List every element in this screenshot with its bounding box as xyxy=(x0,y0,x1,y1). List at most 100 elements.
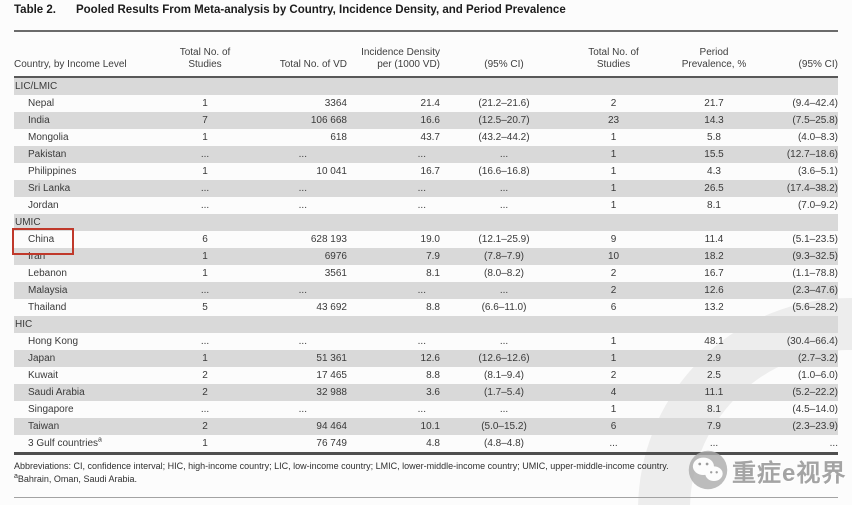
section-row: LIC/LMIC xyxy=(14,78,838,95)
cell-prevalence-ci: (12.7–18.6) xyxy=(786,149,838,160)
cell-incidence-density: 12.6 xyxy=(420,353,440,364)
section-label: UMIC xyxy=(15,217,41,228)
cell-studies-incidence: ... xyxy=(200,336,210,347)
table-row: Sri Lanka............ 1 26.5 (17.4–38.2) xyxy=(14,180,838,197)
cell-prevalence-ci: (9.3–32.5) xyxy=(792,251,838,262)
country-label: Mongolia xyxy=(28,132,69,143)
cell-period-prevalence: 5.8 xyxy=(707,132,721,143)
footnotes: Abbreviations: CI, confidence interval; … xyxy=(14,460,838,486)
cell-total-vd: 17 465 xyxy=(316,370,347,381)
cell-prevalence-ci: (17.4–38.2) xyxy=(786,183,838,194)
cell-total-vd: ... xyxy=(298,200,307,211)
cell-incidence-density: 19.0 xyxy=(420,234,440,245)
table-row: India 7 106 668 16.6 (12.5–20.7) 23 14.3 (7.5–2… xyxy=(14,112,838,129)
cell-prevalence-ci: (1.0–6.0) xyxy=(797,370,838,381)
cell-incidence-ci: (8.0–8.2) xyxy=(483,268,525,279)
cell-total-vd: 618 xyxy=(330,132,347,143)
cell-studies-prevalence: 2 xyxy=(610,370,617,381)
country-label: Taiwan xyxy=(28,421,60,432)
cell-period-prevalence: 16.7 xyxy=(704,268,724,279)
cell-incidence-density: ... xyxy=(417,336,426,347)
cell-prevalence-ci: (2.7–3.2) xyxy=(797,353,838,364)
country-label: Sri Lanka xyxy=(28,183,71,194)
cell-period-prevalence: 13.2 xyxy=(704,302,724,313)
col-header-period-prevalence: Period Prevalence, % xyxy=(681,47,747,70)
cell-period-prevalence: 48.1 xyxy=(704,336,724,347)
country-label: Pakistan xyxy=(28,149,67,160)
cell-incidence-ci: ... xyxy=(499,200,509,211)
country-label: India xyxy=(28,115,50,126)
country-label: Philippines xyxy=(28,166,77,177)
cell-period-prevalence: 4.3 xyxy=(707,166,721,177)
cell-total-vd: 10 041 xyxy=(316,166,347,177)
country-label: Saudi Arabia xyxy=(28,387,85,398)
cell-period-prevalence: 2.5 xyxy=(707,370,721,381)
cell-studies-prevalence: 23 xyxy=(607,115,620,126)
table-row: Japan 1 51 361 12.6 (12.6–12.6) 1 2.9 (2.7–3.2) xyxy=(14,350,838,367)
cell-incidence-ci: ... xyxy=(499,183,509,194)
cell-prevalence-ci: (7.5–25.8) xyxy=(792,115,838,126)
cell-prevalence-ci: (5.6–28.2) xyxy=(792,302,838,313)
cell-studies-incidence: 1 xyxy=(202,98,208,109)
cell-incidence-ci: (43.2–44.2) xyxy=(478,132,530,143)
table-row: China 6 628 193 19.0 (12.1–25.9) 9 11.4 (5.1–23… xyxy=(14,231,838,248)
cell-studies-prevalence: 1 xyxy=(610,132,617,143)
cell-total-vd: 3364 xyxy=(324,98,347,109)
highlight-box-china xyxy=(12,228,74,255)
cell-studies-prevalence: 2 xyxy=(610,285,617,296)
cell-studies-prevalence: ... xyxy=(609,438,618,449)
cell-studies-incidence: 6 xyxy=(202,234,208,245)
cell-incidence-density: 16.7 xyxy=(420,166,440,177)
cell-incidence-ci: ... xyxy=(499,404,509,415)
cell-prevalence-ci: (2.3–23.9) xyxy=(792,421,838,432)
cell-period-prevalence: 15.5 xyxy=(704,149,724,160)
abbreviations-note: Abbreviations: CI, confidence interval; … xyxy=(14,461,669,471)
watermark: 重症e视界 xyxy=(686,448,846,492)
gulf-countries-note: aBahrain, Oman, Saudi Arabia. xyxy=(14,473,137,484)
cell-period-prevalence: 14.3 xyxy=(704,115,724,126)
cell-incidence-ci: (12.5–20.7) xyxy=(478,115,530,126)
cell-studies-prevalence: 1 xyxy=(610,149,617,160)
cell-incidence-density: 8.1 xyxy=(426,268,440,279)
cell-total-vd: ... xyxy=(298,336,307,347)
country-label: Lebanon xyxy=(28,268,67,279)
table-number: Table 2. xyxy=(14,4,56,16)
cell-incidence-density: ... xyxy=(417,183,426,194)
cell-prevalence-ci: (4.5–14.0) xyxy=(792,404,838,415)
watermark-text: 重症e视界 xyxy=(732,459,847,487)
cell-studies-incidence: ... xyxy=(200,200,210,211)
cell-incidence-density: 21.4 xyxy=(420,98,440,109)
cell-incidence-ci: (1.7–5.4) xyxy=(483,387,525,398)
cell-studies-prevalence: 6 xyxy=(610,421,617,432)
cell-incidence-density: 4.8 xyxy=(426,438,440,449)
cell-period-prevalence: 11.4 xyxy=(704,234,724,245)
table-row: Pakistan............ 1 15.5 (12.7–18.6) xyxy=(14,146,838,163)
cell-studies-prevalence: 9 xyxy=(610,234,617,245)
cell-incidence-density: 10.1 xyxy=(420,421,440,432)
cell-prevalence-ci: (30.4–66.4) xyxy=(786,336,838,347)
cell-period-prevalence: 21.7 xyxy=(704,98,724,109)
cell-prevalence-ci: (5.2–22.2) xyxy=(792,387,838,398)
cell-studies-prevalence: 1 xyxy=(610,183,617,194)
cell-incidence-density: 3.6 xyxy=(426,387,440,398)
cell-period-prevalence: 11.1 xyxy=(704,387,724,398)
table-row: Saudi Arabia 2 32 988 3.6 (1.7–5.4) 4 11.1 (5.2… xyxy=(14,384,838,401)
cell-studies-incidence: 7 xyxy=(202,115,208,126)
col-header-studies-prevalence: Total No. of Studies xyxy=(588,47,639,70)
cell-prevalence-ci: (1.1–78.8) xyxy=(792,268,838,279)
cell-incidence-ci: ... xyxy=(499,285,509,296)
cell-total-vd: 6976 xyxy=(324,251,347,262)
cell-studies-prevalence: 2 xyxy=(610,268,617,279)
cell-incidence-density: 8.8 xyxy=(426,302,440,313)
cell-incidence-ci: ... xyxy=(499,336,509,347)
table-caption: Pooled Results From Meta-analysis by Cou… xyxy=(75,4,566,16)
cell-incidence-ci: (6.6–11.0) xyxy=(481,302,527,313)
cell-prevalence-ci: (7.0–9.2) xyxy=(797,200,838,211)
cell-prevalence-ci: (9.4–42.4) xyxy=(792,98,838,109)
cell-total-vd: ... xyxy=(298,285,307,296)
cell-period-prevalence: ... xyxy=(709,438,719,449)
rule-top xyxy=(14,30,838,32)
country-label: Malaysia xyxy=(28,285,68,296)
table-header: Country, by Income Level Total No. of St… xyxy=(14,32,838,76)
cell-incidence-ci: (12.6–12.6) xyxy=(478,353,530,364)
